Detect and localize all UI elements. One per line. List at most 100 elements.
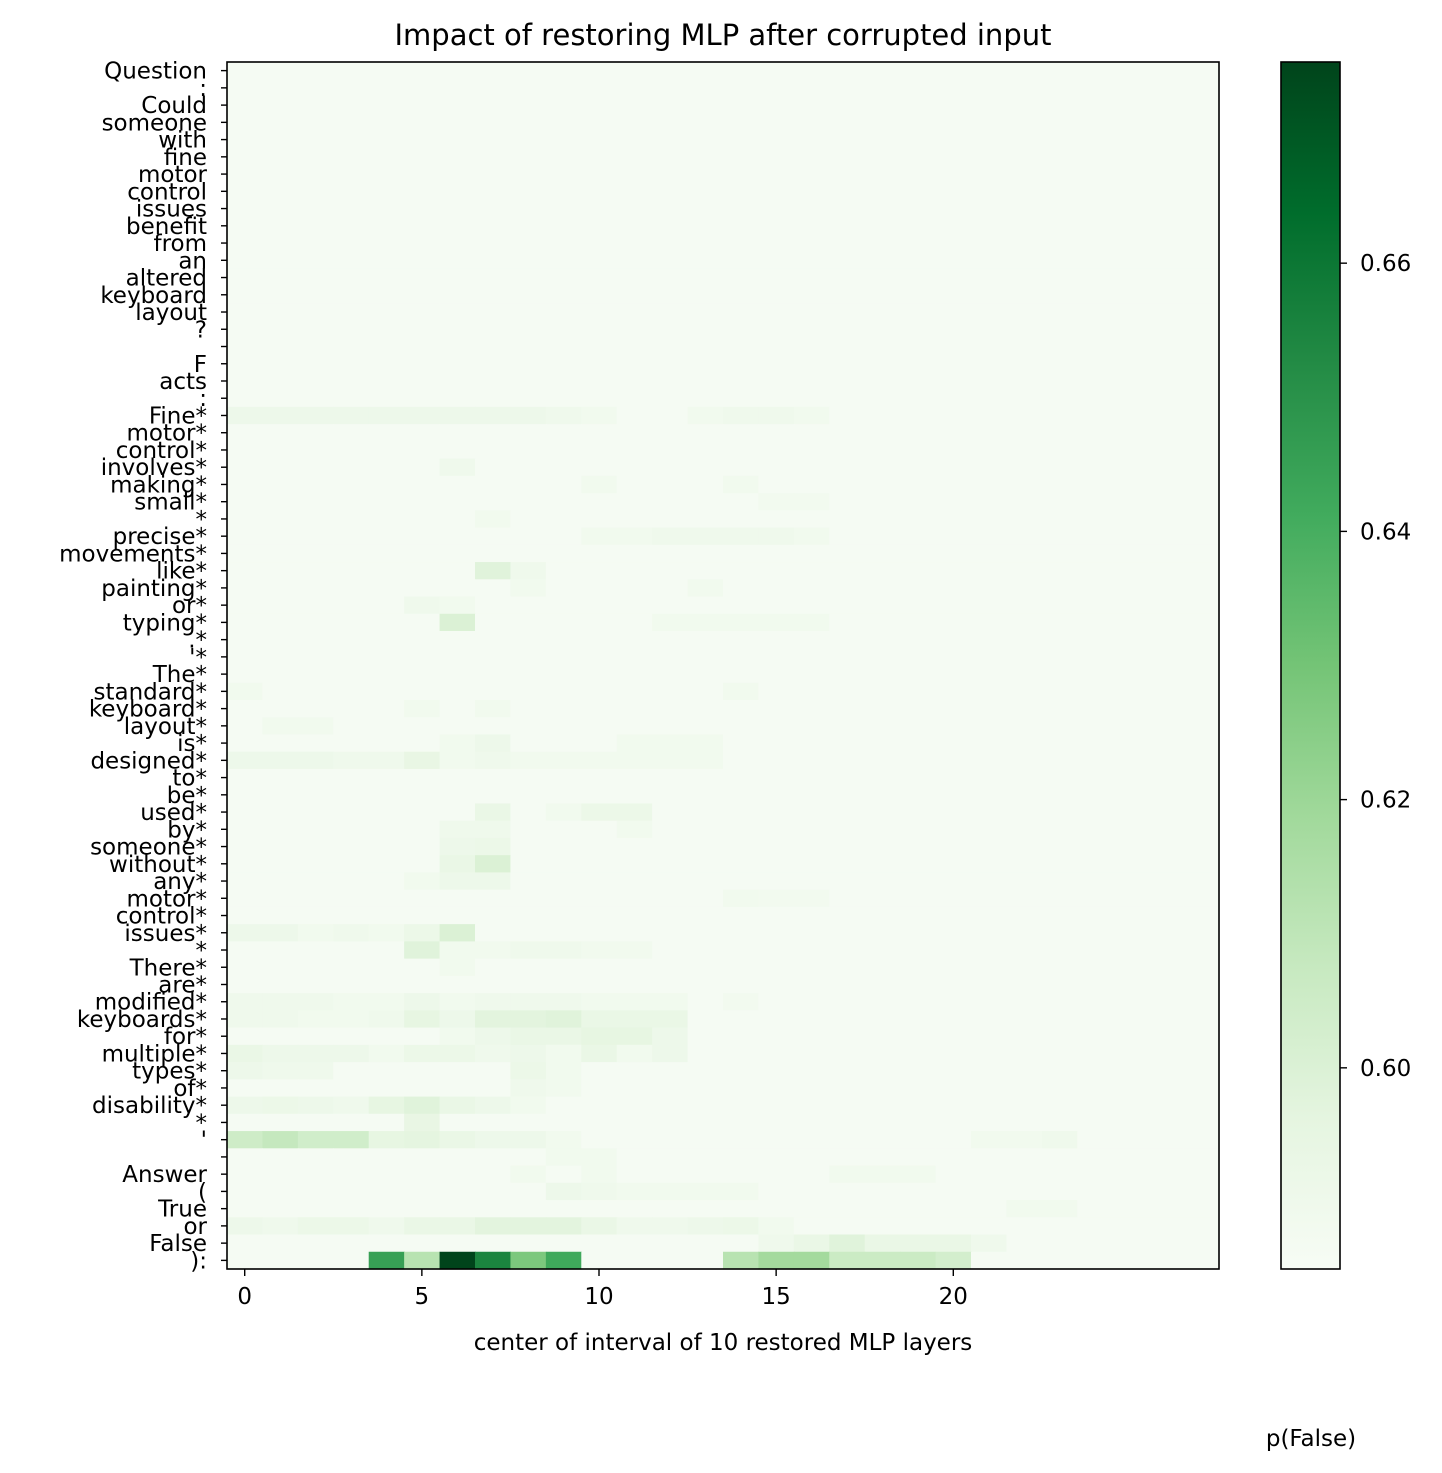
heatmap-cell <box>368 941 405 960</box>
heatmap-cell <box>864 596 901 615</box>
heatmap-cell <box>723 665 760 684</box>
heatmap-cell <box>439 924 476 942</box>
heatmap-cell <box>545 1131 582 1149</box>
heatmap-cell <box>1077 268 1114 287</box>
heatmap-cell <box>262 1027 299 1046</box>
heatmap-cell <box>404 1131 441 1149</box>
heatmap-cell <box>829 1234 866 1253</box>
heatmap-cell <box>616 734 653 753</box>
heatmap-cell <box>297 1148 334 1167</box>
heatmap-cell <box>510 1131 547 1149</box>
heatmap-cell <box>1183 424 1220 442</box>
heatmap-cell <box>687 1027 724 1046</box>
heatmap-cell <box>227 786 264 805</box>
heatmap-cell <box>545 79 582 98</box>
heatmap-cell <box>616 286 653 304</box>
heatmap-cell <box>1077 165 1114 184</box>
heatmap-cell <box>262 79 299 98</box>
heatmap-cell <box>439 803 476 822</box>
heatmap-cell <box>368 717 405 736</box>
heatmap-cell <box>971 130 1008 149</box>
heatmap-cell <box>475 527 512 546</box>
heatmap-cell <box>297 924 334 942</box>
heatmap-cell <box>935 527 972 546</box>
heatmap-cell <box>333 1234 370 1253</box>
heatmap-cell <box>1183 941 1220 960</box>
heatmap-cell <box>616 406 653 425</box>
heatmap-cell <box>935 1200 972 1218</box>
heatmap-cell <box>1148 458 1185 477</box>
heatmap-cell <box>1006 648 1043 667</box>
heatmap-cell <box>793 734 830 753</box>
heatmap-cell <box>510 1096 547 1115</box>
heatmap-cell <box>793 148 830 167</box>
heatmap-cell <box>262 337 299 356</box>
heatmap-cell <box>368 234 405 253</box>
heatmap-cell <box>1041 62 1078 80</box>
heatmap-cell <box>368 837 405 856</box>
heatmap-cell <box>793 579 830 598</box>
heatmap-cell <box>368 579 405 598</box>
y-tick-label: : <box>199 386 207 412</box>
heatmap-cell <box>581 268 618 287</box>
heatmap-cell <box>1183 510 1220 529</box>
heatmap-cell <box>935 389 972 408</box>
heatmap-cell <box>581 803 618 822</box>
heatmap-cell <box>439 579 476 598</box>
heatmap-cell <box>1112 1251 1149 1270</box>
heatmap-cell <box>227 182 264 201</box>
heatmap-cell <box>333 889 370 908</box>
heatmap-cell <box>864 199 901 218</box>
heatmap-cell <box>652 199 689 218</box>
heatmap-cell <box>404 79 441 98</box>
heatmap-cell <box>900 820 937 839</box>
heatmap-cell <box>1183 1027 1220 1046</box>
heatmap-cell <box>297 1251 334 1270</box>
heatmap-cell <box>333 872 370 891</box>
heatmap-cell <box>758 1165 795 1184</box>
heatmap-cell <box>1006 751 1043 770</box>
heatmap-cell <box>439 1200 476 1218</box>
heatmap-cell <box>581 820 618 839</box>
heatmap-cell <box>616 199 653 218</box>
heatmap-cell <box>510 768 547 787</box>
heatmap-cell <box>652 1096 689 1115</box>
heatmap-cell <box>1148 717 1185 736</box>
heatmap-cell <box>652 113 689 132</box>
heatmap-cell <box>864 1217 901 1236</box>
heatmap-cell <box>404 751 441 770</box>
heatmap-cell <box>723 1044 760 1063</box>
heatmap-cell <box>652 958 689 977</box>
heatmap-cell <box>652 251 689 270</box>
heatmap-cell <box>297 682 334 701</box>
heatmap-cell <box>545 889 582 908</box>
heatmap-cell <box>687 251 724 270</box>
heatmap-cell <box>1183 303 1220 322</box>
heatmap-cell <box>1006 1148 1043 1167</box>
heatmap-cell <box>545 424 582 442</box>
heatmap-cell <box>297 837 334 856</box>
heatmap-cell <box>1148 493 1185 511</box>
heatmap-cell <box>723 1217 760 1236</box>
heatmap-cell <box>652 699 689 718</box>
heatmap-cell <box>935 96 972 115</box>
heatmap-cell <box>1006 613 1043 632</box>
heatmap-cell <box>1006 1062 1043 1080</box>
heatmap-cell <box>829 303 866 322</box>
heatmap-cell <box>935 1044 972 1063</box>
heatmap-cell <box>1041 768 1078 787</box>
heatmap-cell <box>652 613 689 632</box>
heatmap-cell <box>1006 1027 1043 1046</box>
y-tick-label: Answer <box>122 1162 207 1188</box>
heatmap-cell <box>475 1148 512 1167</box>
heatmap-cell <box>793 424 830 442</box>
heatmap-cell <box>404 320 441 339</box>
heatmap-cell <box>439 648 476 667</box>
heatmap-cell <box>439 544 476 563</box>
heatmap-cell <box>475 79 512 98</box>
heatmap-cell <box>971 717 1008 736</box>
heatmap-cell <box>971 648 1008 667</box>
heatmap-cell <box>758 355 795 373</box>
x-tick-label: 5 <box>415 1284 430 1310</box>
heatmap-cell <box>793 1217 830 1236</box>
